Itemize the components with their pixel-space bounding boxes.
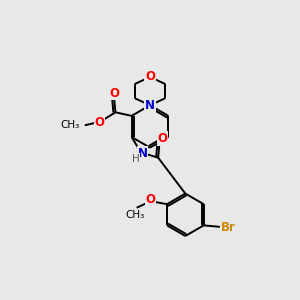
Text: O: O: [146, 193, 155, 206]
Text: O: O: [109, 87, 119, 100]
Text: O: O: [145, 70, 155, 83]
Text: O: O: [95, 116, 105, 129]
Text: H: H: [132, 154, 139, 164]
Text: CH₃: CH₃: [125, 210, 145, 220]
Text: O: O: [158, 132, 168, 145]
Text: CH₃: CH₃: [60, 120, 80, 130]
Text: N: N: [138, 147, 148, 160]
Text: N: N: [145, 99, 155, 112]
Text: Br: Br: [220, 221, 236, 234]
